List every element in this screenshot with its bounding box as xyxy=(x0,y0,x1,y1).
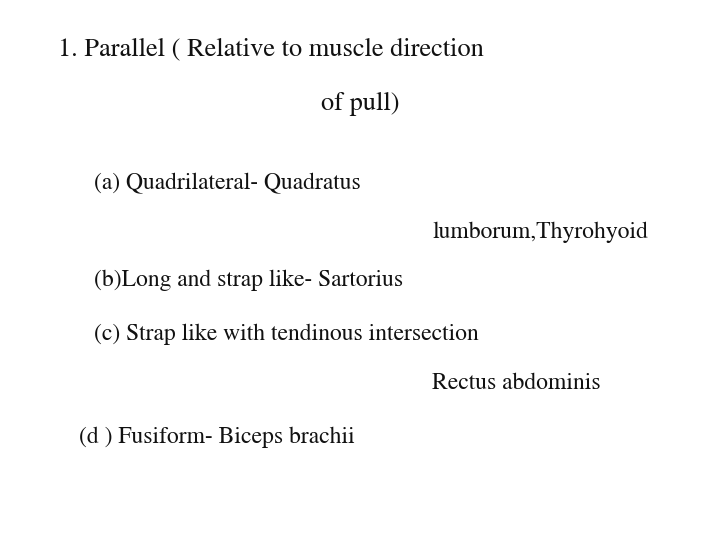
Text: (b)Long and strap like- Sartorius: (b)Long and strap like- Sartorius xyxy=(94,270,402,292)
Text: Rectus abdominis: Rectus abdominis xyxy=(432,373,600,394)
Text: (d ) Fusiform- Biceps brachii: (d ) Fusiform- Biceps brachii xyxy=(79,427,355,448)
Text: of pull): of pull) xyxy=(320,92,400,116)
Text: (c) Strap like with tendinous intersection: (c) Strap like with tendinous intersecti… xyxy=(94,324,478,346)
Text: lumborum,Thyrohyoid: lumborum,Thyrohyoid xyxy=(432,221,648,243)
Text: (a) Quadrilateral- Quadratus: (a) Quadrilateral- Quadratus xyxy=(94,173,360,194)
Text: 1. Parallel ( Relative to muscle direction: 1. Parallel ( Relative to muscle directi… xyxy=(58,38,483,62)
